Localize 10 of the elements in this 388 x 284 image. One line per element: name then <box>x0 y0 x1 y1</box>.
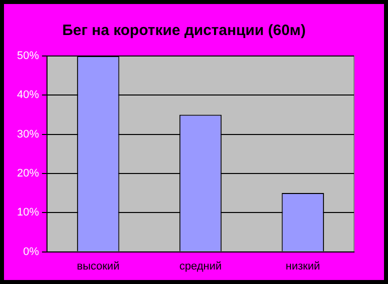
y-tick-label: 50% <box>16 50 40 62</box>
x-tick-label: средний <box>179 260 222 272</box>
x-tick-label: высокий <box>76 260 120 272</box>
chart-title: Бег на короткие дистанции (60м) <box>62 22 306 40</box>
y-tick-label: 40% <box>16 89 40 102</box>
x-tick-label: низкий <box>286 260 320 272</box>
y-tick-label: 0% <box>23 246 40 258</box>
y-tick-label: 30% <box>16 128 40 140</box>
y-tick-label: 20% <box>16 168 40 180</box>
y-tick-label: 10% <box>16 206 40 219</box>
